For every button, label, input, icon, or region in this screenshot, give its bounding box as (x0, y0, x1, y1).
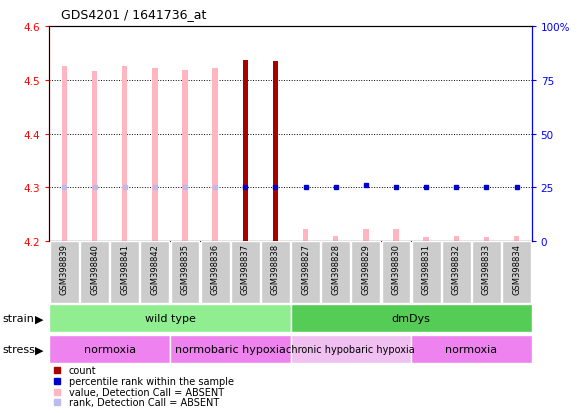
Bar (393, 230, 399, 242)
Text: GDS4201 / 1641736_at: GDS4201 / 1641736_at (61, 8, 206, 21)
Bar (424, 237, 429, 242)
Bar (171, 242, 199, 304)
Text: GSM398839: GSM398839 (60, 243, 69, 294)
Bar (80, 242, 109, 304)
Text: GSM398829: GSM398829 (361, 243, 370, 294)
Text: GSM398834: GSM398834 (512, 243, 521, 294)
Text: wild type: wild type (145, 313, 195, 323)
Bar (502, 242, 531, 304)
Bar (411, 335, 532, 363)
Text: count: count (69, 365, 96, 375)
Bar (152, 69, 157, 242)
Text: GSM398835: GSM398835 (181, 243, 189, 294)
Text: normoxia: normoxia (445, 344, 497, 354)
Text: GSM398838: GSM398838 (271, 243, 280, 294)
Bar (182, 71, 188, 242)
Text: normobaric hypoxia: normobaric hypoxia (175, 344, 286, 354)
Bar (514, 236, 519, 242)
Text: ▶: ▶ (35, 344, 43, 354)
Bar (363, 230, 368, 242)
Bar (213, 69, 218, 242)
Bar (122, 66, 127, 242)
Bar (110, 242, 139, 304)
Bar (261, 242, 290, 304)
Bar (321, 242, 350, 304)
Bar (291, 242, 320, 304)
Text: GSM398842: GSM398842 (150, 243, 159, 294)
Bar (243, 61, 248, 242)
Text: GSM398837: GSM398837 (241, 243, 250, 294)
Text: GSM398828: GSM398828 (331, 243, 340, 294)
Bar (412, 242, 440, 304)
Bar (92, 72, 97, 242)
Bar (333, 236, 338, 242)
Bar (272, 62, 278, 242)
Bar (454, 236, 459, 242)
Bar (442, 242, 471, 304)
Bar (170, 335, 290, 363)
Text: percentile rank within the sample: percentile rank within the sample (69, 376, 234, 386)
Bar (231, 242, 260, 304)
Text: rank, Detection Call = ABSENT: rank, Detection Call = ABSENT (69, 397, 219, 407)
Bar (303, 230, 309, 242)
Bar (62, 67, 67, 242)
Bar (290, 335, 411, 363)
Text: chronic hypobaric hypoxia: chronic hypobaric hypoxia (286, 344, 415, 354)
Bar (50, 242, 79, 304)
Text: GSM398836: GSM398836 (211, 243, 220, 294)
Text: value, Detection Call = ABSENT: value, Detection Call = ABSENT (69, 387, 224, 396)
Bar (352, 242, 381, 304)
Bar (382, 242, 410, 304)
Text: GSM398827: GSM398827 (301, 243, 310, 294)
Text: GSM398833: GSM398833 (482, 243, 491, 294)
Text: GSM398841: GSM398841 (120, 243, 129, 294)
Text: dmDys: dmDys (392, 313, 431, 323)
Text: ▶: ▶ (35, 313, 43, 323)
Bar (141, 242, 169, 304)
Text: strain: strain (3, 313, 35, 323)
Text: GSM398840: GSM398840 (90, 243, 99, 294)
Bar (200, 242, 229, 304)
Bar (472, 242, 501, 304)
Bar (290, 304, 532, 332)
Text: stress: stress (3, 344, 36, 354)
Text: GSM398832: GSM398832 (452, 243, 461, 294)
Bar (49, 335, 170, 363)
Bar (484, 237, 489, 242)
Text: GSM398830: GSM398830 (392, 243, 400, 294)
Text: normoxia: normoxia (84, 344, 136, 354)
Text: GSM398831: GSM398831 (422, 243, 431, 294)
Bar (49, 304, 290, 332)
